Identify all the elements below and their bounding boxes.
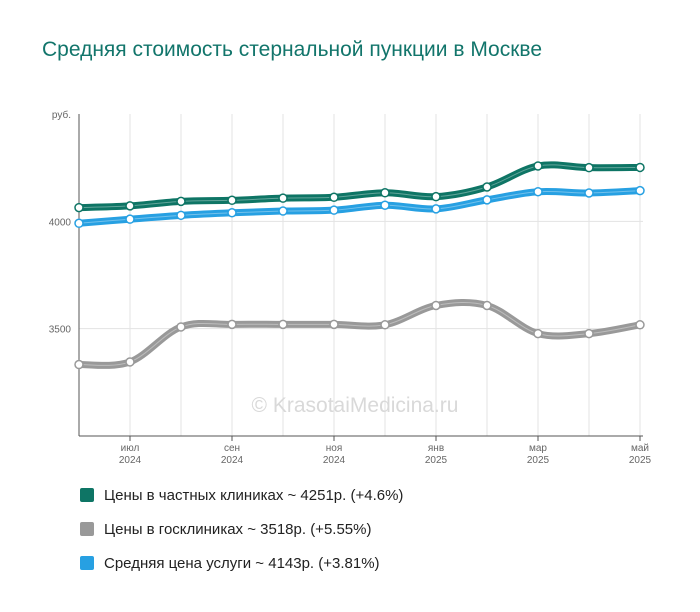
legend-item-private: Цены в частных клиниках ~ 4251р. (+4.6%) [80,484,403,506]
x-tick-label-year: 2024 [323,455,346,466]
watermark: © KrasotaiMedicina.ru [252,394,459,417]
data-point [329,205,339,215]
data-point [635,320,645,330]
data-point [125,357,135,367]
data-point [431,204,441,214]
legend-swatch-private [80,488,94,502]
grid: 35004000руб.июл2024сен2024ноя2024янв2025… [49,109,652,466]
data-point [482,182,492,192]
series-line-0 [75,161,644,212]
data-point [431,191,441,202]
legend-item-public: Цены в госклиниках ~ 3518р. (+5.55%) [80,518,403,540]
data-point [584,328,594,339]
legend-item-average: Средняя цена услуги ~ 4143р. (+3.81%) [80,552,403,574]
x-tick-label-year: 2025 [527,455,550,466]
chart-title: Средняя стоимость стернальной пункции в … [42,38,543,61]
data-point [431,300,441,311]
x-tick-label-year: 2024 [119,455,142,466]
data-point [74,202,84,213]
x-tick-label-year: 2025 [629,455,652,466]
data-point [482,300,492,311]
data-point [125,214,135,224]
data-point [329,192,339,203]
data-point [74,218,84,229]
data-point [176,210,186,221]
data-point [278,319,288,330]
data-point [635,185,645,196]
x-tick-label-month: мар [529,443,547,454]
data-point [176,196,186,207]
x-tick-label-month: янв [428,443,444,454]
data-point [74,359,84,370]
y-tick-label: 3500 [49,325,72,336]
data-point [380,200,390,210]
legend-label-public: Цены в госклиниках ~ 3518р. (+5.55%) [104,520,372,538]
data-point [125,201,135,211]
data-point [584,162,594,173]
x-tick-label-year: 2024 [221,455,244,466]
data-point [482,195,492,205]
legend: Цены в частных клиниках ~ 4251р. (+4.6%)… [80,484,403,586]
legend-label-private: Цены в частных клиниках ~ 4251р. (+4.6%) [104,486,404,504]
data-point [278,193,288,203]
legend-label-average: Средняя цена услуги ~ 4143р. (+3.81%) [104,554,380,572]
y-tick-label: 4000 [49,217,72,228]
x-tick-label-month: ноя [326,443,343,454]
series-line-1 [75,299,644,369]
data-point [227,207,237,218]
data-point [176,322,186,332]
data-point [227,319,237,330]
series-layer [75,161,644,369]
x-tick-label-month: июл [121,443,140,454]
data-point [380,188,390,198]
data-point [278,206,288,216]
data-point [635,162,645,173]
data-point [329,319,339,330]
y-axis-unit: руб. [52,109,71,121]
x-tick-label-year: 2025 [425,455,448,466]
data-point [533,328,543,339]
legend-swatch-average [80,556,94,570]
data-point [533,161,543,171]
data-point [380,320,390,330]
data-point [227,195,237,206]
data-point [584,188,594,198]
x-tick-label-month: сен [224,443,240,454]
x-tick-label-month: май [631,443,649,454]
data-point [533,186,543,197]
legend-swatch-public [80,522,94,536]
points-layer [74,161,645,370]
